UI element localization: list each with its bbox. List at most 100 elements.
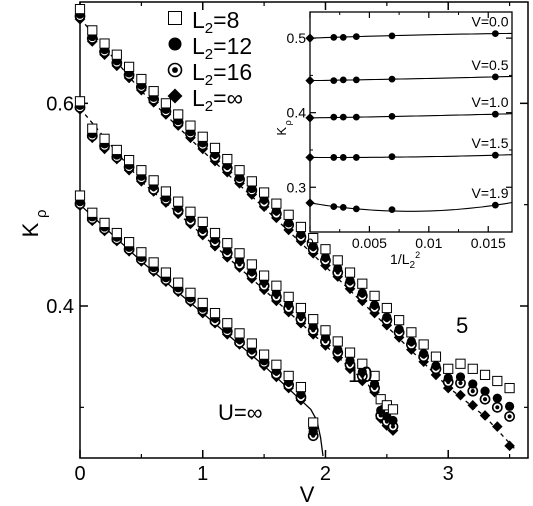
- data-point-open-square: [136, 247, 147, 258]
- data-point-open-square: [246, 259, 257, 270]
- inset-data-point: [388, 75, 396, 83]
- legend-label: L2=12: [192, 33, 252, 63]
- data-point-filled-circle: [333, 344, 343, 355]
- data-point-filled-circle: [388, 415, 398, 426]
- data-point-open-square: [185, 287, 196, 298]
- data-point-open-square: [357, 278, 368, 289]
- data-point-filled-diamond: [430, 369, 442, 381]
- inset-frame: [309, 11, 513, 233]
- annotations: 5 10 U=∞: [218, 313, 468, 425]
- data-point-filled-circle: [504, 401, 515, 411]
- data-point-open-square: [222, 238, 233, 249]
- data-point-open-square: [479, 369, 491, 381]
- inset-series-label: V=1.9: [472, 185, 509, 201]
- inset-data-point: [339, 154, 347, 161]
- data-point-open-square: [283, 370, 294, 382]
- data-point-open-square: [332, 336, 343, 347]
- inset-data-point: [352, 76, 360, 84]
- inset-y-tick-label: 0.3: [287, 179, 307, 195]
- legend-marker-filled-diamond: [167, 88, 183, 104]
- data-point-open-square: [394, 315, 405, 326]
- data-point-dotted-circle: [479, 393, 491, 405]
- y-axis-label-main: K: [18, 222, 43, 237]
- inset-data-point: [491, 73, 499, 81]
- data-point-filled-circle: [382, 312, 392, 322]
- data-point-open-square: [504, 382, 515, 394]
- data-point-open-square: [234, 165, 245, 176]
- inset-data-point-extrapolated: [305, 33, 315, 43]
- inset-data-point: [330, 77, 338, 85]
- inset-data-point: [352, 33, 360, 41]
- inset-series-label: V=0.5: [472, 57, 509, 73]
- data-point-filled-circle: [308, 241, 318, 251]
- inset-data-point: [339, 203, 347, 211]
- inset-data-point: [388, 206, 396, 214]
- data-point-open-square: [74, 96, 86, 107]
- y-tick-label: 0.6: [46, 93, 74, 115]
- data-point-dotted-circle: [467, 385, 479, 397]
- data-point-filled-circle: [357, 367, 367, 377]
- inset-y-axis-label-sub: ρ: [283, 120, 293, 125]
- inset-data-point: [388, 153, 396, 161]
- data-point-open-square: [148, 257, 159, 268]
- data-point-open-square: [295, 302, 307, 314]
- data-point-filled-circle: [443, 373, 453, 383]
- inset-x-axis-label: 1/L22: [390, 250, 420, 271]
- y-axis-label-sub: ρ: [33, 209, 50, 218]
- data-point-filled-circle: [357, 288, 367, 298]
- annotation-u5: 5: [456, 313, 468, 338]
- data-point-open-square: [87, 123, 98, 134]
- inset-x-tick-label: 0.01: [415, 235, 442, 251]
- inset-data-point: [491, 201, 499, 209]
- data-point-open-square: [136, 73, 147, 85]
- data-point-open-square: [185, 120, 196, 131]
- data-point-open-square: [234, 328, 245, 339]
- inset-data-point: [330, 113, 338, 121]
- data-point-open-square: [295, 381, 307, 393]
- data-point-filled-diamond: [467, 400, 479, 411]
- data-point-open-square: [222, 153, 233, 165]
- inset-plot: 0 0.005 0.01 0.015 0.3 0.4 0.5 1/L22 Kρ V=0.0 V=0.…: [274, 11, 513, 271]
- inset-data-point: [352, 113, 360, 121]
- inset-data-point: [491, 110, 499, 118]
- data-point-open-square: [308, 233, 319, 244]
- inset-data-point-extrapolated: [305, 198, 315, 208]
- inset-data-point: [388, 113, 396, 120]
- inset-data-point: [330, 154, 338, 161]
- x-tick-label: 2: [320, 463, 331, 485]
- data-point-open-square: [259, 270, 270, 281]
- data-point-open-square: [123, 154, 135, 166]
- data-point-open-square: [185, 206, 196, 217]
- inset-data-point: [330, 33, 338, 41]
- inset-data-point: [388, 32, 396, 40]
- data-point-open-square: [74, 190, 86, 201]
- data-point-filled-circle: [320, 252, 331, 262]
- data-point-filled-circle: [369, 379, 380, 389]
- data-point-open-square: [148, 175, 159, 186]
- inset-y-tick-label: 0.4: [287, 105, 307, 121]
- data-point-open-square: [283, 291, 294, 302]
- inset-data-point: [339, 113, 347, 121]
- inset-y-tick-label: 0.5: [287, 30, 307, 46]
- data-point-open-square: [173, 196, 184, 207]
- legend-label: L2=∞: [192, 85, 243, 115]
- inset-data-point: [352, 205, 360, 213]
- data-point-open-square: [197, 216, 208, 227]
- data-point-dotted-circle: [504, 411, 515, 422]
- data-point-open-square: [160, 267, 172, 278]
- data-point-open-square: [467, 363, 478, 374]
- data-point-open-square: [160, 186, 172, 197]
- data-point-filled-diamond: [479, 410, 491, 421]
- data-point-open-square: [369, 370, 380, 382]
- data-point-open-square: [455, 358, 466, 369]
- data-point-open-square: [99, 38, 110, 49]
- data-point-open-square: [259, 349, 270, 360]
- inset-data-point: [330, 203, 338, 211]
- inset-series-label: V=1.0: [472, 94, 509, 110]
- inset-data-point-extrapolated: [305, 152, 315, 163]
- data-point-open-square: [406, 327, 417, 338]
- data-point-open-square: [381, 302, 392, 314]
- legend-marker-open-square: [168, 11, 182, 25]
- y-axis-label: Kρ: [18, 209, 50, 237]
